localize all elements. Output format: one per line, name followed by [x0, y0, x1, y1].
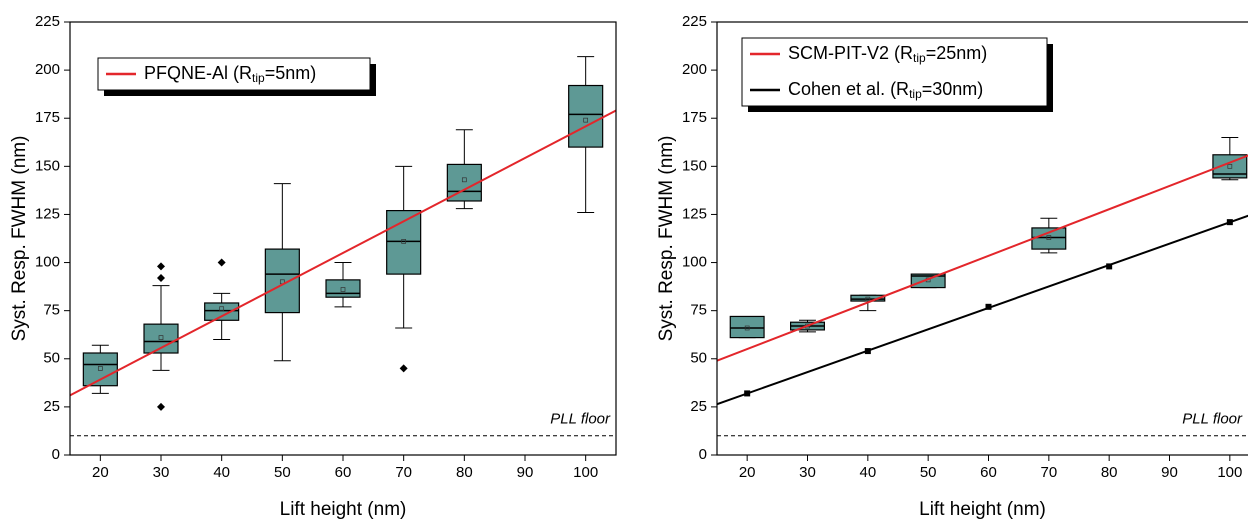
- mean: [865, 296, 871, 302]
- legend-label: Cohen et al. (Rtip=30nm): [788, 79, 983, 101]
- floor-label: PLL floor: [1182, 411, 1243, 428]
- x-tick-label: 90: [517, 464, 534, 481]
- y-tick-label: 100: [682, 254, 707, 271]
- mean: [1227, 163, 1233, 169]
- mean: [583, 117, 589, 123]
- x-tick-label: 50: [274, 464, 291, 481]
- point: [1106, 263, 1113, 270]
- mean: [97, 366, 103, 371]
- y-axis-label: Syst. Resp. FWHM (nm): [656, 136, 677, 342]
- y-tick-label: 125: [35, 205, 60, 222]
- mean: [461, 177, 467, 183]
- y-tick-label: 100: [35, 254, 60, 271]
- y-tick-label: 25: [43, 398, 60, 415]
- y-tick-label: 150: [35, 157, 60, 174]
- x-tick-label: 20: [92, 464, 109, 481]
- x-tick-label: 40: [213, 464, 230, 481]
- box: [568, 84, 604, 148]
- x-tick-label: 90: [1161, 464, 1178, 481]
- x-tick-label: 40: [859, 464, 876, 481]
- outlier: [157, 262, 165, 271]
- point: [985, 303, 992, 310]
- legend-label: SCM-PIT-V2 (Rtip=25nm): [788, 43, 987, 65]
- panel: PLL floor 0 25 50 75 100 125 150 175 200 225 20 30 40…: [9, 13, 617, 520]
- outlier: [217, 258, 226, 267]
- y-tick-label: 225: [682, 13, 707, 30]
- x-tick-label: 70: [395, 464, 412, 481]
- box: [729, 315, 765, 339]
- point: [1226, 219, 1233, 226]
- box: [264, 248, 300, 314]
- box: [1031, 227, 1067, 250]
- outlier: [157, 402, 165, 411]
- y-tick-label: 175: [35, 109, 60, 126]
- y-tick-label: 175: [682, 109, 707, 126]
- fit-line: [717, 214, 1248, 406]
- box: [325, 279, 361, 298]
- plot-area: PLL floor: [70, 56, 616, 437]
- x-tick-label: 50: [920, 464, 937, 481]
- outlier: [157, 273, 165, 282]
- mean: [340, 287, 346, 292]
- box: [204, 302, 240, 321]
- x-tick-label: 20: [739, 464, 756, 481]
- fit-line: [70, 109, 616, 397]
- mean: [1046, 235, 1052, 240]
- y-tick-label: 25: [690, 398, 707, 415]
- y-tick-label: 0: [52, 446, 60, 463]
- x-tick-label: 70: [1040, 464, 1057, 481]
- outlier: [399, 364, 408, 373]
- y-tick-label: 125: [682, 205, 707, 222]
- y-tick-label: 50: [43, 350, 60, 367]
- y-tick-label: 50: [690, 350, 707, 367]
- y-axis-label: Syst. Resp. FWHM (nm): [9, 136, 30, 342]
- legend-box: [97, 57, 371, 91]
- y-tick-label: 200: [682, 61, 707, 78]
- y-tick-label: 75: [43, 302, 60, 319]
- y-tick-label: 150: [682, 157, 707, 174]
- x-tick-label: 80: [456, 464, 473, 481]
- point: [744, 390, 751, 397]
- x-tick-label: 100: [1217, 464, 1242, 481]
- box: [910, 273, 946, 289]
- legend: SCM-PIT-V2 (Rtip=25nm) Cohen et al. (Rtip…: [741, 37, 1053, 112]
- box: [1212, 154, 1248, 179]
- mean: [158, 335, 164, 340]
- plot-area: PLL floor: [717, 136, 1248, 437]
- y-tick-label: 200: [35, 61, 60, 78]
- x-axis-label: Lift height (nm): [919, 499, 1046, 520]
- mean: [219, 306, 225, 312]
- mean: [401, 239, 407, 244]
- x-tick-label: 100: [573, 464, 598, 481]
- legend-label: PFQNE-Al (Rtip=5nm): [144, 63, 316, 85]
- x-axis-label: Lift height (nm): [280, 499, 407, 520]
- x-tick-label: 60: [980, 464, 997, 481]
- x-tick-label: 60: [335, 464, 352, 481]
- legend: PFQNE-Al (Rtip=5nm): [97, 57, 376, 96]
- box: [386, 209, 422, 275]
- x-tick-label: 30: [153, 464, 170, 481]
- axes-frame: [69, 21, 617, 456]
- fit-line: [717, 154, 1248, 362]
- point: [864, 348, 871, 355]
- panel: PLL floor 0 25 50 75 100 125 150 175 200 225 20 30 40…: [656, 13, 1248, 520]
- x-tick-label: 80: [1101, 464, 1118, 481]
- y-tick-label: 225: [35, 13, 60, 30]
- y-tick-label: 0: [699, 446, 707, 463]
- floor-label: PLL floor: [550, 411, 611, 428]
- mean: [744, 325, 750, 331]
- legend-box: [741, 37, 1048, 107]
- box: [82, 352, 118, 387]
- y-tick-label: 75: [690, 302, 707, 319]
- axes-frame: [716, 21, 1248, 456]
- x-tick-label: 30: [799, 464, 816, 481]
